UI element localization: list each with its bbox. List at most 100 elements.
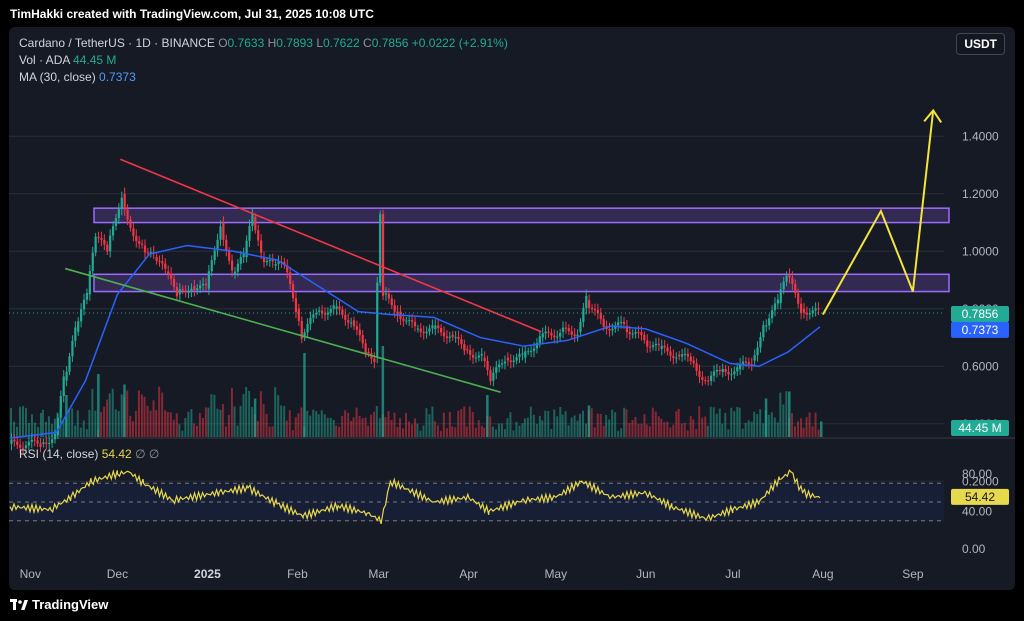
- rsi-label: RSI (14, close): [19, 447, 99, 461]
- candle-body: [593, 309, 597, 311]
- candle-body: [146, 252, 149, 254]
- candle-body: [283, 261, 286, 265]
- volume-bar: [596, 413, 599, 437]
- candle-body: [553, 335, 556, 338]
- chart-canvas[interactable]: 1.40001.20001.00000.80000.60000.40000.20…: [9, 27, 1015, 590]
- price-badge: 0.7856: [962, 307, 999, 321]
- candle-body: [602, 319, 605, 327]
- volume-bar: [68, 408, 71, 437]
- volume-bar: [419, 430, 422, 437]
- chart-panel[interactable]: 1.40001.20001.00000.80000.60000.40000.20…: [9, 27, 1015, 590]
- volume-bar: [396, 426, 399, 437]
- volume-bar: [625, 409, 628, 437]
- candle-body: [506, 357, 509, 361]
- candle-body: [588, 300, 591, 308]
- volume-bar: [468, 406, 471, 437]
- candle-body: [13, 439, 16, 442]
- volume-bar: [283, 406, 286, 437]
- candle-body: [140, 243, 144, 245]
- volume-bar: [387, 411, 390, 437]
- volume-bar: [28, 422, 30, 437]
- candle-body: [477, 355, 480, 358]
- candle-body: [364, 343, 367, 354]
- candle-body: [718, 369, 721, 372]
- volume-bar: [544, 410, 547, 437]
- candle-body: [715, 369, 719, 372]
- candle-body: [294, 298, 298, 313]
- volume-bar: [355, 407, 358, 437]
- candle-body: [747, 362, 750, 365]
- green-trendline: [64, 267, 501, 393]
- volume-bar: [782, 404, 785, 437]
- candle-body: [158, 260, 161, 262]
- candle-body: [564, 327, 568, 329]
- volume-bar: [770, 412, 773, 437]
- candle-body: [794, 284, 797, 294]
- volume-bar: [500, 423, 503, 437]
- candle-body: [56, 417, 60, 436]
- currency-button[interactable]: USDT: [956, 33, 1005, 55]
- candle-body: [390, 298, 393, 306]
- candle-body: [190, 288, 193, 292]
- volume-bar: [620, 428, 623, 437]
- volume-bar: [512, 430, 515, 437]
- ohlc-high: 0.7893: [276, 36, 313, 50]
- volume-bar: [204, 407, 207, 437]
- candle-body: [672, 355, 675, 359]
- volume-spike: [253, 398, 257, 437]
- volume-bar: [457, 410, 460, 437]
- candle-body: [320, 310, 324, 314]
- candle-body: [788, 274, 791, 278]
- volume-bar: [802, 427, 805, 437]
- candle-body: [515, 357, 518, 361]
- candle-body: [495, 367, 498, 373]
- candle-body: [245, 240, 248, 258]
- volume-bar: [709, 406, 712, 437]
- volume-bar: [326, 417, 329, 437]
- volume-bar: [53, 418, 56, 437]
- candle-body: [59, 396, 62, 418]
- volume-bar: [74, 425, 77, 437]
- candle-body: [106, 244, 109, 252]
- candle-body: [631, 333, 634, 335]
- volume-bar: [660, 418, 663, 437]
- volume-bar: [805, 417, 808, 437]
- volume-bar: [698, 406, 701, 437]
- volume-bar: [431, 406, 434, 437]
- volume-value: 44.45 M: [73, 53, 117, 67]
- volume-bar: [550, 428, 553, 437]
- volume-bar: [753, 411, 756, 437]
- candle-body: [291, 284, 295, 299]
- volume-bar: [13, 421, 15, 437]
- volume-badge: 44.45 M: [958, 421, 1001, 435]
- volume-bar: [628, 422, 631, 437]
- volume-bar: [384, 417, 387, 437]
- volume-bar: [460, 409, 463, 437]
- volume-bar: [651, 407, 654, 437]
- volume-bar: [91, 388, 94, 437]
- volume-bar: [291, 430, 294, 437]
- volume-bar: [408, 421, 411, 437]
- volume-bar: [762, 423, 765, 437]
- candle-body: [204, 283, 208, 286]
- candle-body: [242, 253, 245, 258]
- volume-bar: [738, 407, 741, 437]
- candle-body: [753, 355, 756, 361]
- candle-body: [201, 283, 205, 286]
- volume-bar: [82, 420, 85, 437]
- time-tick-label: Jun: [636, 567, 655, 581]
- candle-body: [33, 439, 36, 441]
- candle-body: [530, 351, 533, 353]
- candle-body: [172, 278, 176, 287]
- candle-body: [138, 241, 141, 244]
- volume-bar: [701, 417, 704, 437]
- volume-bar: [645, 424, 648, 437]
- candle-body: [814, 308, 817, 311]
- volume-bar: [114, 409, 117, 437]
- volume-bar: [390, 420, 393, 437]
- candle-body: [701, 376, 704, 381]
- volume-bar: [347, 412, 350, 437]
- candle-body: [634, 332, 637, 334]
- volume-bar: [695, 428, 698, 437]
- candle-body: [82, 299, 86, 310]
